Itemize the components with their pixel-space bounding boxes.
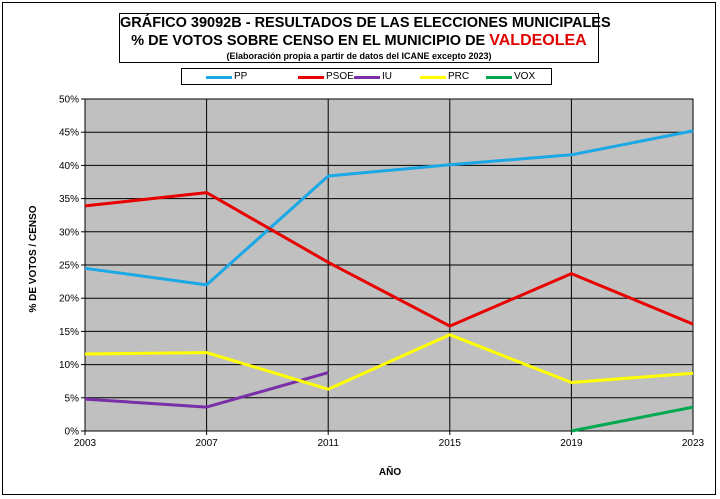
x-tick-label: 2019: [560, 438, 583, 449]
x-tick-label: 2015: [439, 438, 462, 449]
legend-label-prc: PRC: [448, 71, 470, 82]
chart-title: GRÁFICO 39092B - RESULTADOS DE LAS ELECC…: [120, 15, 611, 31]
y-tick-label: 50%: [59, 95, 79, 106]
chart-source-note: (Elaboración propia a partir de datos de…: [226, 51, 492, 61]
legend-label-iu: IU: [382, 71, 392, 82]
legend-swatch-pp: [206, 76, 232, 79]
y-tick-label: 35%: [59, 194, 79, 205]
y-tick-label: 25%: [59, 261, 79, 272]
series-line-psoe: [84, 191, 694, 328]
municipality-name: VALDEOLEA: [489, 32, 587, 49]
legend-swatch-psoe: [298, 76, 324, 79]
x-tick-label: 2011: [317, 438, 339, 449]
chart-legend: PP PSOE IU PRC VOX: [181, 68, 552, 85]
legend-swatch-iu: [354, 76, 380, 79]
legend-label-vox: VOX: [514, 71, 536, 82]
series-line-vox: [571, 405, 694, 433]
series-line-prc: [84, 333, 694, 391]
y-tick-label: 45%: [59, 128, 79, 139]
y-tick-label: 20%: [59, 294, 79, 305]
y-tick-label: 5%: [65, 393, 80, 404]
series-line-iu: [84, 371, 329, 409]
y-tick-label: 0%: [65, 427, 80, 438]
chart-title-box: GRÁFICO 39092B - RESULTADOS DE LAS ELECC…: [119, 13, 611, 63]
x-tick-label: 2003: [74, 438, 97, 449]
x-axis-title: AÑO: [379, 465, 401, 478]
y-axis-title: % DE VOTOS / CENSO: [28, 205, 39, 312]
x-tick-label: 2007: [195, 438, 218, 449]
legend-swatch-prc: [420, 76, 446, 79]
legend-label-pp: PP: [234, 71, 248, 82]
chart-frame: [2, 2, 716, 495]
chart-subtitle: % DE VOTOS SOBRE CENSO EN EL MUNICIPIO D…: [120, 32, 598, 50]
series-line-pp: [84, 129, 694, 287]
legend-swatch-vox: [486, 76, 512, 79]
y-tick-label: 15%: [59, 327, 79, 338]
y-tick-label: 40%: [59, 161, 79, 172]
x-tick-label: 2023: [682, 438, 705, 449]
chart-subtitle-text: % DE VOTOS SOBRE CENSO EN EL MUNICIPIO D…: [131, 33, 490, 49]
legend-label-psoe: PSOE: [326, 71, 354, 82]
y-tick-label: 10%: [59, 360, 79, 371]
y-tick-label: 30%: [59, 227, 79, 238]
